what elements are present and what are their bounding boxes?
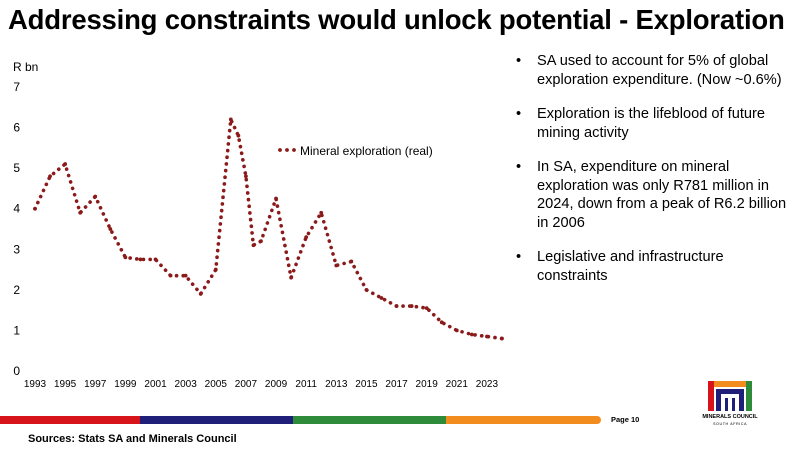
data-point <box>424 306 429 311</box>
data-point <box>469 332 474 337</box>
bullet-item: Exploration is the lifeblood of future m… <box>512 105 797 142</box>
x-tick-label: 2005 <box>205 379 228 390</box>
data-point <box>304 235 309 240</box>
legend-marker <box>285 148 289 152</box>
exploration-chart: 0 1 2 3 4 5 6 7 1993 1995 1997 1999 2001 2003 2005 200… <box>13 60 504 390</box>
data-point <box>138 257 143 262</box>
minerals-council-logo-icon <box>708 381 752 411</box>
x-tick-label: 2009 <box>265 379 288 390</box>
y-axis-label: R bn <box>13 60 38 74</box>
stripe-green <box>293 416 446 424</box>
x-tick-label: 2019 <box>416 379 439 390</box>
page-number: Page 10 <box>611 415 640 424</box>
y-tick-label: 0 <box>13 364 20 378</box>
x-tick-label: 2001 <box>144 379 167 390</box>
data-point <box>409 304 414 308</box>
data-point <box>168 273 173 278</box>
x-tick-label: 2023 <box>476 379 499 390</box>
x-tick-label: 1995 <box>54 379 77 390</box>
x-tick-label: 2007 <box>235 379 258 390</box>
x-tick-label: 1999 <box>114 379 137 390</box>
data-point <box>153 257 158 262</box>
data-point <box>93 194 98 199</box>
data-point <box>259 239 263 244</box>
chart-legend: Mineral exploration (real) <box>278 144 433 158</box>
y-tick-label: 1 <box>13 323 20 337</box>
bullet-item: SA used to account for 5% of global expl… <box>512 52 797 89</box>
data-point <box>33 206 37 211</box>
x-tick-label: 2017 <box>385 379 408 390</box>
x-tick-label: 2011 <box>295 379 317 390</box>
key-points-list: SA used to account for 5% of global expl… <box>512 52 797 301</box>
data-point <box>63 162 68 166</box>
data-point <box>244 174 248 179</box>
slide-title: Addressing constraints would unlock pote… <box>8 4 785 35</box>
data-point <box>349 259 354 264</box>
data-point <box>394 304 399 308</box>
x-tick-label: 2003 <box>175 379 198 390</box>
legend-marker <box>278 148 282 152</box>
data-point <box>123 255 128 260</box>
data-point <box>78 210 83 215</box>
stripe-navy <box>140 416 293 424</box>
y-tick-label: 2 <box>13 283 20 297</box>
data-point <box>183 273 188 278</box>
x-tick-label: 1997 <box>84 379 107 390</box>
y-tick-label: 5 <box>13 161 20 175</box>
data-point <box>236 133 241 138</box>
legend-marker <box>292 148 296 152</box>
data-point <box>334 263 339 268</box>
data-point <box>379 296 384 300</box>
series-line <box>33 112 504 341</box>
logo-subtitle: SOUTH AFRICA <box>712 421 748 426</box>
data-point <box>213 267 218 272</box>
data-point <box>319 210 324 215</box>
data-point <box>454 328 459 333</box>
logo-name: MINERALS COUNCIL <box>702 414 758 420</box>
data-point <box>485 334 489 339</box>
y-tick-label: 4 <box>13 202 20 216</box>
stripe-orange <box>446 416 601 424</box>
data-point <box>274 196 278 201</box>
data-point <box>500 336 504 341</box>
x-tick-label: 1993 <box>24 379 47 390</box>
y-tick-label: 3 <box>13 242 20 256</box>
bullet-item: Legislative and infrastructure constrain… <box>512 248 797 285</box>
sources-note: Sources: Stats SA and Minerals Council <box>28 433 237 445</box>
data-point <box>251 243 256 248</box>
data-point <box>364 287 369 292</box>
logo-text: MINERALS COUNCIL SOUTH AFRICA <box>690 414 770 427</box>
data-point <box>439 320 444 325</box>
x-tick-label: 2021 <box>446 379 469 390</box>
data-point <box>198 292 203 296</box>
data-point <box>228 117 233 122</box>
x-tick-label: 2015 <box>355 379 378 390</box>
bullet-item: In SA, expenditure on mineral exploratio… <box>512 158 797 232</box>
data-point <box>48 174 52 179</box>
stripe-red <box>0 416 140 424</box>
y-tick-label: 7 <box>13 80 20 94</box>
x-tick-label: 2013 <box>325 379 348 390</box>
data-point <box>108 227 113 231</box>
y-tick-label: 6 <box>13 121 20 135</box>
legend-label: Mineral exploration (real) <box>300 144 433 158</box>
data-point <box>289 275 293 280</box>
